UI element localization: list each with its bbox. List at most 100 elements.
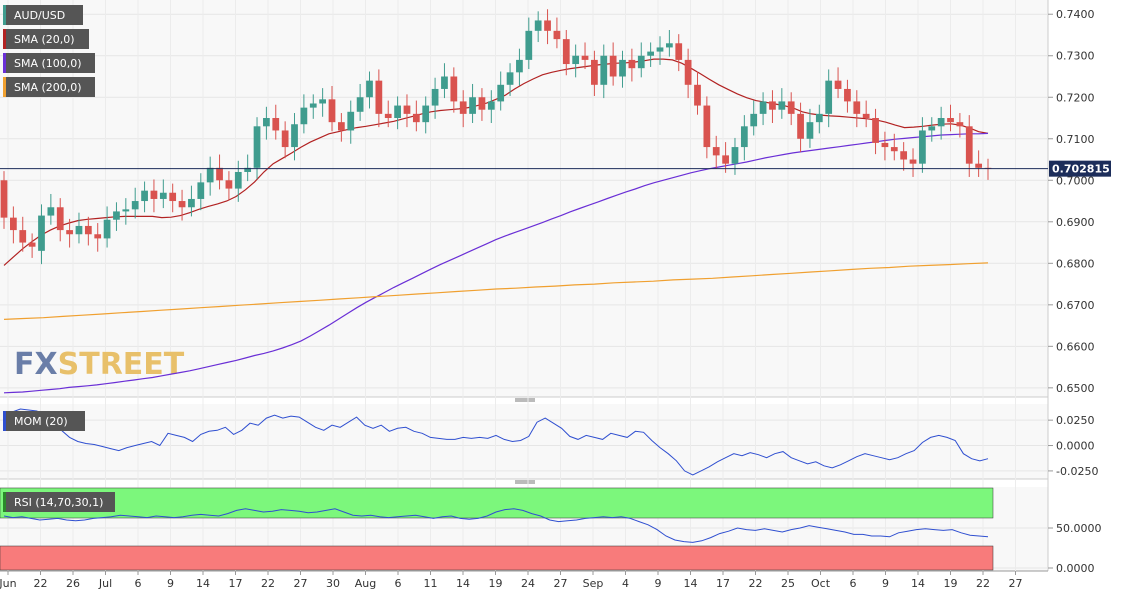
rsi-line-group xyxy=(3,508,989,543)
candle xyxy=(356,83,364,121)
candle-body xyxy=(947,118,954,123)
candle xyxy=(834,67,842,99)
x-tick-labels: Jun 22 26 Jul 6 9 14 17 22 27 30 Aug 6 11 14 19 24 27 Sep 4… xyxy=(0,571,1023,590)
splitter-handle-2[interactable] xyxy=(515,480,535,484)
candle xyxy=(619,50,626,88)
mom-legend: MOM (20) xyxy=(3,411,85,431)
candle-body xyxy=(909,159,917,164)
candle-body xyxy=(581,55,589,60)
candle xyxy=(609,42,617,86)
candle-body xyxy=(225,180,233,189)
x-tick-label: Sep xyxy=(583,577,604,590)
x-tick-label: Oct xyxy=(811,577,831,590)
x-tick-label: 22 xyxy=(34,577,48,590)
x-tick-label: 22 xyxy=(261,577,275,590)
candle-body xyxy=(94,234,102,239)
x-tick-label: 27 xyxy=(294,577,308,590)
candle xyxy=(272,104,280,140)
candle-body xyxy=(19,230,27,243)
candle-body xyxy=(131,201,139,210)
candle-body xyxy=(562,39,570,65)
legend-item-bg xyxy=(3,492,115,512)
candle xyxy=(150,179,158,213)
candle xyxy=(244,154,252,182)
candle xyxy=(872,108,879,155)
legend-item: RSI (14,70,30,1) xyxy=(3,492,115,512)
candle-body xyxy=(309,103,317,108)
candle-body xyxy=(150,190,158,199)
candle xyxy=(656,36,664,65)
candle-body xyxy=(66,230,73,235)
legend-label: SMA (20,0) xyxy=(14,33,75,46)
candle xyxy=(113,202,120,231)
candle xyxy=(937,106,945,140)
rsi-y-tick-label: 0.0000 xyxy=(1056,562,1095,575)
candle-body xyxy=(103,219,111,239)
candle-body xyxy=(506,72,514,85)
candle-body xyxy=(197,182,205,199)
candle-body xyxy=(731,147,739,164)
candle-body xyxy=(881,142,889,148)
x-tick-label: 9 xyxy=(655,577,662,590)
candle xyxy=(572,44,580,78)
candle xyxy=(234,160,242,202)
price-grid xyxy=(0,13,1048,389)
candle-body xyxy=(844,88,851,102)
last-price-marker: 0.702815 xyxy=(0,160,1111,177)
candle-body xyxy=(497,84,505,102)
candle xyxy=(544,9,551,45)
candle xyxy=(309,94,317,119)
candle xyxy=(750,100,758,136)
candle-body xyxy=(84,225,92,235)
x-tick-label: 14 xyxy=(911,577,925,590)
candle-body xyxy=(178,201,186,208)
candle-body xyxy=(469,97,476,114)
candle xyxy=(956,113,964,138)
candle xyxy=(225,171,233,200)
sma-200-line xyxy=(3,262,989,320)
candle xyxy=(853,90,861,128)
x-tick-label: 17 xyxy=(716,577,730,590)
candle xyxy=(694,71,701,115)
candle xyxy=(815,104,823,134)
candle-body xyxy=(253,126,261,168)
candle xyxy=(103,206,111,248)
legend-item-bg xyxy=(3,77,95,97)
candle-body xyxy=(684,59,692,85)
candle-body xyxy=(188,198,195,208)
candle-body xyxy=(862,113,870,119)
legend-label: MOM (20) xyxy=(14,415,68,428)
candle-body xyxy=(675,43,683,60)
candle xyxy=(909,148,917,177)
candle-body xyxy=(609,55,617,77)
candle xyxy=(412,100,420,132)
candle-body xyxy=(0,180,8,218)
candle-body xyxy=(263,118,270,127)
candle-body xyxy=(665,43,673,48)
candle xyxy=(844,79,851,113)
candle xyxy=(384,100,392,128)
candle xyxy=(131,187,139,219)
candle-body xyxy=(450,76,458,102)
price-y-tick-label: 0.7000 xyxy=(1056,174,1095,187)
candle-body xyxy=(159,192,167,199)
price-y-tick-label: 0.7300 xyxy=(1056,50,1095,63)
candle xyxy=(141,181,148,213)
candle xyxy=(712,135,720,169)
legend-label: SMA (100,0) xyxy=(14,57,82,70)
candle-body xyxy=(291,124,298,148)
candle xyxy=(75,212,83,244)
candle-body xyxy=(572,55,580,65)
candle-body xyxy=(169,192,177,202)
candle xyxy=(487,90,495,123)
candle-body xyxy=(834,80,842,89)
candle-body xyxy=(591,59,598,85)
legend-item: SMA (200,0) xyxy=(3,77,95,97)
rsi-y-tick-label: 50.0000 xyxy=(1056,522,1102,535)
candle xyxy=(628,48,636,82)
candle-body xyxy=(281,130,289,148)
candle xyxy=(403,94,411,128)
x-tick-label: 26 xyxy=(66,577,80,590)
candle xyxy=(740,115,748,161)
splitter-handle-1[interactable] xyxy=(515,398,535,402)
